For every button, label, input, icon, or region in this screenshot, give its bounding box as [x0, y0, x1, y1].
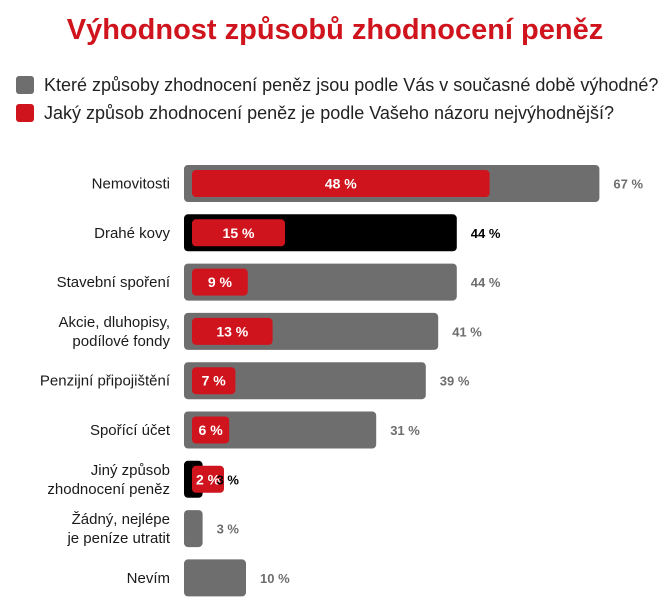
category-label-3-1: podílové fondy [72, 333, 170, 350]
legend: Které způsoby zhodnocení peněz jsou podl… [16, 72, 658, 128]
bar-best-0 [192, 170, 490, 197]
category-label-4: Penzijní připojištění [40, 373, 171, 390]
bar-best-6 [192, 465, 224, 493]
bar-best-5 [192, 416, 230, 444]
legend-label-best: Jaký způsob zhodnocení peněz je podle Va… [44, 102, 615, 123]
bar-best-4 [192, 367, 236, 395]
legend-swatch-red [16, 104, 34, 122]
category-label-6-0: Jiný způsob [91, 462, 170, 479]
category-label-7-0: Žádný, nejlépe [72, 511, 170, 528]
bar-best-1 [192, 219, 285, 247]
bar-available-4 [184, 362, 426, 400]
category-label-6-1: zhodnocení peněz [47, 481, 170, 498]
bar-available-label-6: 3 % [217, 472, 240, 487]
category-label-8: Nevím [127, 570, 170, 587]
bar-best-label-4: 7 % [202, 373, 227, 389]
bar-available-label-0: 67 % [613, 177, 643, 192]
chart-title: Výhodnost způsobů zhodnocení peněz [66, 14, 604, 46]
bar-best-label-0: 48 % [325, 176, 357, 192]
bar-available-label-1: 44 % [471, 226, 501, 241]
category-label-1: Drahé kovy [94, 225, 170, 242]
bar-best-label-5: 6 % [199, 422, 224, 438]
bar-available-label-4: 39 % [440, 374, 470, 389]
category-label-0: Nemovitosti [92, 176, 170, 193]
category-label-3-0: Akcie, dluhopisy, [59, 314, 170, 331]
category-label-5: Spořící účet [90, 422, 171, 439]
bar-available-8 [184, 559, 246, 597]
bar-available-label-2: 44 % [471, 275, 501, 290]
legend-swatch-gray [16, 76, 34, 94]
bar-best-label-3: 13 % [216, 323, 248, 339]
bar-best-label-2: 9 % [208, 274, 233, 290]
bar-best-label-1: 15 % [223, 225, 255, 241]
bar-best-label-6: 2 % [196, 471, 221, 487]
bar-available-label-8: 10 % [260, 571, 290, 586]
bar-available-label-5: 31 % [390, 423, 420, 438]
bar-best-3 [192, 317, 273, 345]
bar-available-5 [184, 411, 377, 449]
category-label-2: Stavební spoření [57, 274, 171, 291]
legend-item-available: Které způsoby zhodnocení peněz jsou podl… [16, 72, 658, 98]
bar-best-2 [192, 268, 248, 296]
bar-available-7 [184, 510, 203, 548]
category-label-7-1: je peníze utratit [66, 530, 170, 547]
bar-available-label-3: 41 % [452, 324, 482, 339]
bar-available-label-7: 3 % [217, 522, 240, 537]
bar-available-2 [184, 263, 457, 301]
legend-item-best: Jaký způsob zhodnocení peněz je podle Va… [16, 100, 658, 126]
legend-label-available: Které způsoby zhodnocení peněz jsou podl… [44, 74, 659, 95]
